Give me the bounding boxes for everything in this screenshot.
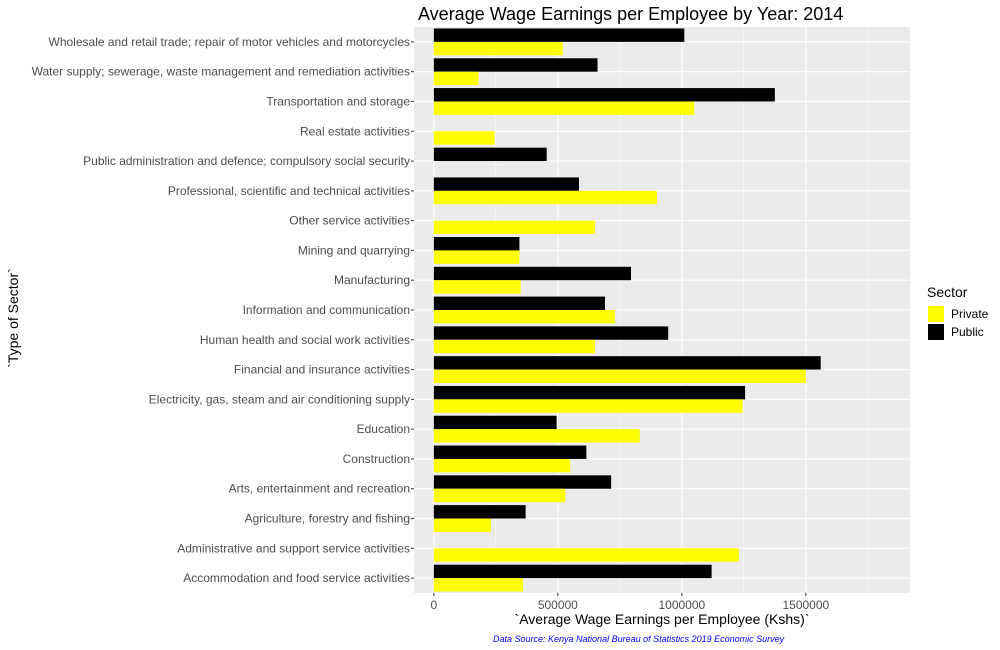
legend-label-public: Public [951,325,984,339]
bar-private [433,399,743,413]
bar-public [433,296,605,310]
bar-private [433,488,566,503]
y-tick-label: Water supply; sewerage, waste management… [32,65,410,79]
bar-public [433,564,712,579]
x-axis-title: `Average Wage Earnings per Employee (Ksh… [515,611,810,627]
y-tick-label: Electricity, gas, steam and air conditio… [149,392,410,406]
bar-public [433,28,685,42]
legend: Sector Private Public [927,284,989,340]
bar-public [433,237,520,251]
bar-public [433,58,598,72]
bar-private [433,310,615,324]
y-tick-label: Arts, entertainment and recreation [229,482,410,496]
y-tick-label: Financial and insurance activities [234,363,410,377]
bar-private [433,369,806,383]
y-tick-label: Human health and social work activities [200,333,410,347]
y-tick-label: Accommodation and food service activitie… [183,571,410,585]
legend-label-private: Private [951,307,989,321]
bar-private [433,548,739,562]
data-source-caption: Data Source: Kenya National Bureau of St… [493,634,785,644]
y-tick-label: Manufacturing [334,273,410,287]
y-tick-label: Agriculture, forestry and fishing [245,512,410,526]
bar-private [433,578,524,592]
y-axis-ticks: Accommodation and food service activitie… [32,35,414,585]
bar-public [433,385,746,400]
bar-private [433,518,491,532]
y-tick-label: Information and communication [243,303,410,317]
x-tick-label: 500000 [538,598,578,612]
y-tick-label: Real estate activities [300,124,410,138]
x-tick-label: 1500000 [782,598,829,612]
legend-swatch-private [928,306,944,322]
bar-private [433,429,640,443]
bar-public [433,356,821,370]
x-axis-ticks: 0 500000 1000000 1500000 [430,593,830,612]
legend-swatch-public [928,324,944,340]
y-tick-label: Other service activities [289,214,410,228]
bar-public [433,445,587,459]
bar-public [433,266,631,281]
bar-public [433,88,775,102]
bar-private [433,250,520,264]
y-tick-label: Wholesale and retail trade; repair of mo… [49,35,411,49]
bar-private [433,101,695,115]
bar-public [433,505,526,519]
bar-private [433,339,596,354]
legend-title: Sector [927,284,968,300]
y-tick-label: Professional, scientific and technical a… [168,184,410,198]
chart-title: Average Wage Earnings per Employee by Ye… [418,4,843,24]
bar-public [433,475,612,489]
y-tick-label: Public administration and defence; compu… [83,154,410,168]
x-tick-label: 0 [430,598,437,612]
bars-group [433,28,821,592]
bar-private [433,280,521,294]
y-tick-label: Education [357,422,410,436]
y-tick-label: Construction [343,452,410,466]
bar-private [433,190,658,205]
bar-private [433,458,571,473]
y-axis-title: `Type of Sector` [5,268,21,368]
bar-public [433,326,669,340]
y-tick-label: Administrative and support service activ… [177,541,410,555]
bar-public [433,147,547,162]
y-tick-label: Transportation and storage [266,94,410,108]
bar-private [433,71,479,86]
bar-private [433,131,495,145]
bar-public [433,415,557,430]
x-tick-label: 1000000 [658,598,705,612]
bar-public [433,177,579,191]
y-tick-label: Mining and quarrying [298,243,410,257]
bar-private [433,220,596,235]
bar-private [433,41,563,56]
